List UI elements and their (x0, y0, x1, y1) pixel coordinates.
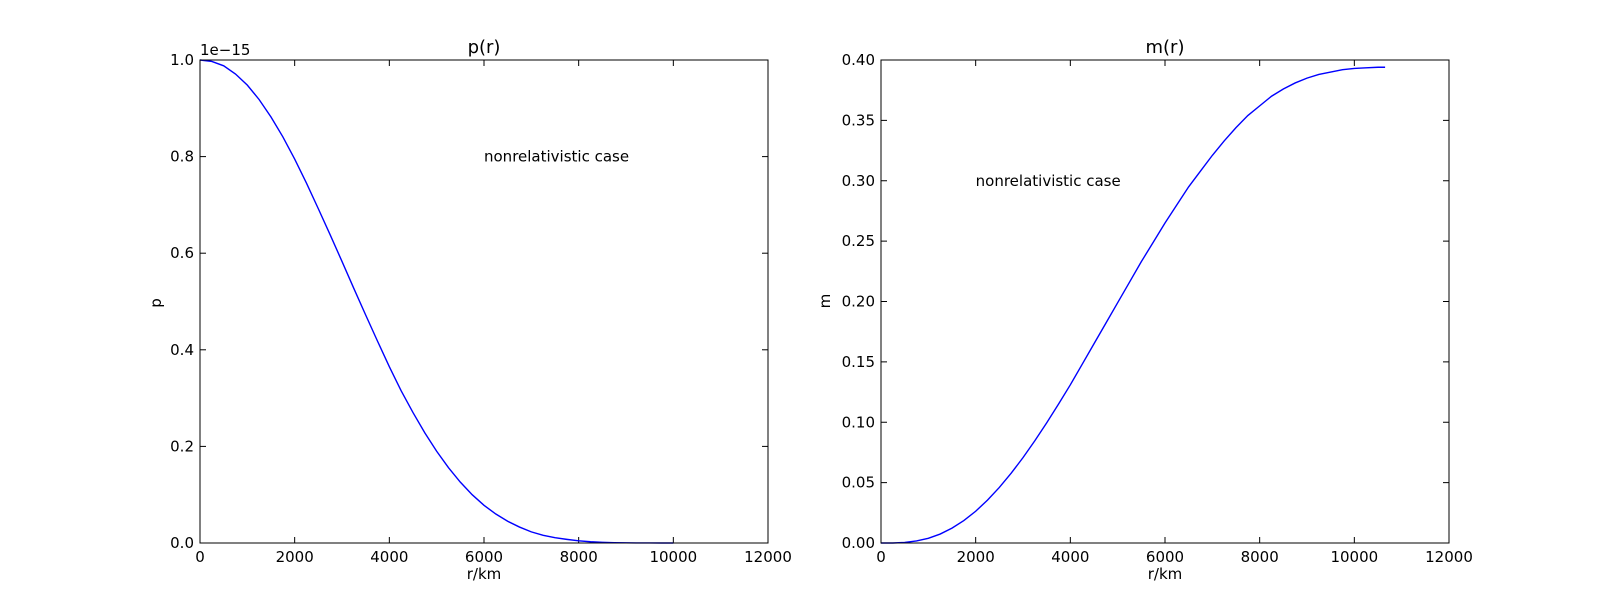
y-tick-label: 0.0 (170, 534, 194, 552)
series-line (881, 66, 1386, 544)
x-tick-label: 4000 (370, 548, 408, 566)
y-tick-label: 0.15 (842, 353, 875, 371)
x-tick-label: 0 (195, 548, 205, 566)
y-tick-label: 0.6 (170, 244, 194, 262)
chart-title: p(r) (468, 37, 501, 58)
y-tick-label: 0.20 (842, 293, 875, 311)
y-axis-offset-text: 1e−15 (200, 41, 250, 59)
y-tick-label: 0.2 (170, 437, 194, 455)
plot-frame (880, 59, 1450, 544)
annotation-label: nonrelativistic case (484, 148, 629, 166)
y-tick-label: 0.35 (842, 111, 875, 129)
chart-m-of-r: m(r) r/km m nonrelativistic case 0 2000 40… (816, 37, 1473, 583)
y-tick-label: 0.05 (842, 474, 875, 492)
x-tick-label: 12000 (744, 548, 792, 566)
y-tick-label: 0.8 (170, 148, 194, 166)
chart-p-of-r: p(r) r/km p 1e−15 nonrelativistic case 0… (147, 37, 792, 583)
y-axis-label: p (147, 298, 165, 308)
annotation-label: nonrelativistic case (976, 172, 1121, 190)
y-tick-label: 0.00 (842, 534, 875, 552)
x-axis-label: r/km (1148, 565, 1183, 583)
y-tick-label: 0.30 (842, 172, 875, 190)
series-line (199, 59, 674, 544)
x-tick-label: 6000 (465, 548, 503, 566)
plot-frame (199, 59, 769, 544)
y-tick-label: 0.4 (170, 341, 194, 359)
x-tick-label: 2000 (957, 548, 995, 566)
x-tick-label: 10000 (1330, 548, 1378, 566)
x-tick-label: 6000 (1146, 548, 1184, 566)
y-tick-label: 0.10 (842, 413, 875, 431)
ticks-group: 0 2000 4000 6000 8000 10000 12000 0.00 0.05 0.10 0… (842, 51, 1473, 566)
x-tick-label: 0 (876, 548, 886, 566)
y-tick-label: 1.0 (170, 51, 194, 69)
y-tick-label: 0.40 (842, 51, 875, 69)
ticks-group: 0 2000 4000 6000 8000 10000 12000 0.0 0.2 0.4 0.6 0… (170, 51, 792, 566)
x-tick-label: 8000 (560, 548, 598, 566)
x-tick-label: 4000 (1051, 548, 1089, 566)
x-tick-label: 12000 (1425, 548, 1473, 566)
x-tick-label: 2000 (276, 548, 314, 566)
x-tick-label: 8000 (1241, 548, 1279, 566)
x-tick-label: 10000 (649, 548, 697, 566)
chart-title: m(r) (1146, 37, 1185, 58)
y-axis-label: m (816, 294, 834, 309)
y-tick-label: 0.25 (842, 232, 875, 250)
x-axis-label: r/km (467, 565, 502, 583)
